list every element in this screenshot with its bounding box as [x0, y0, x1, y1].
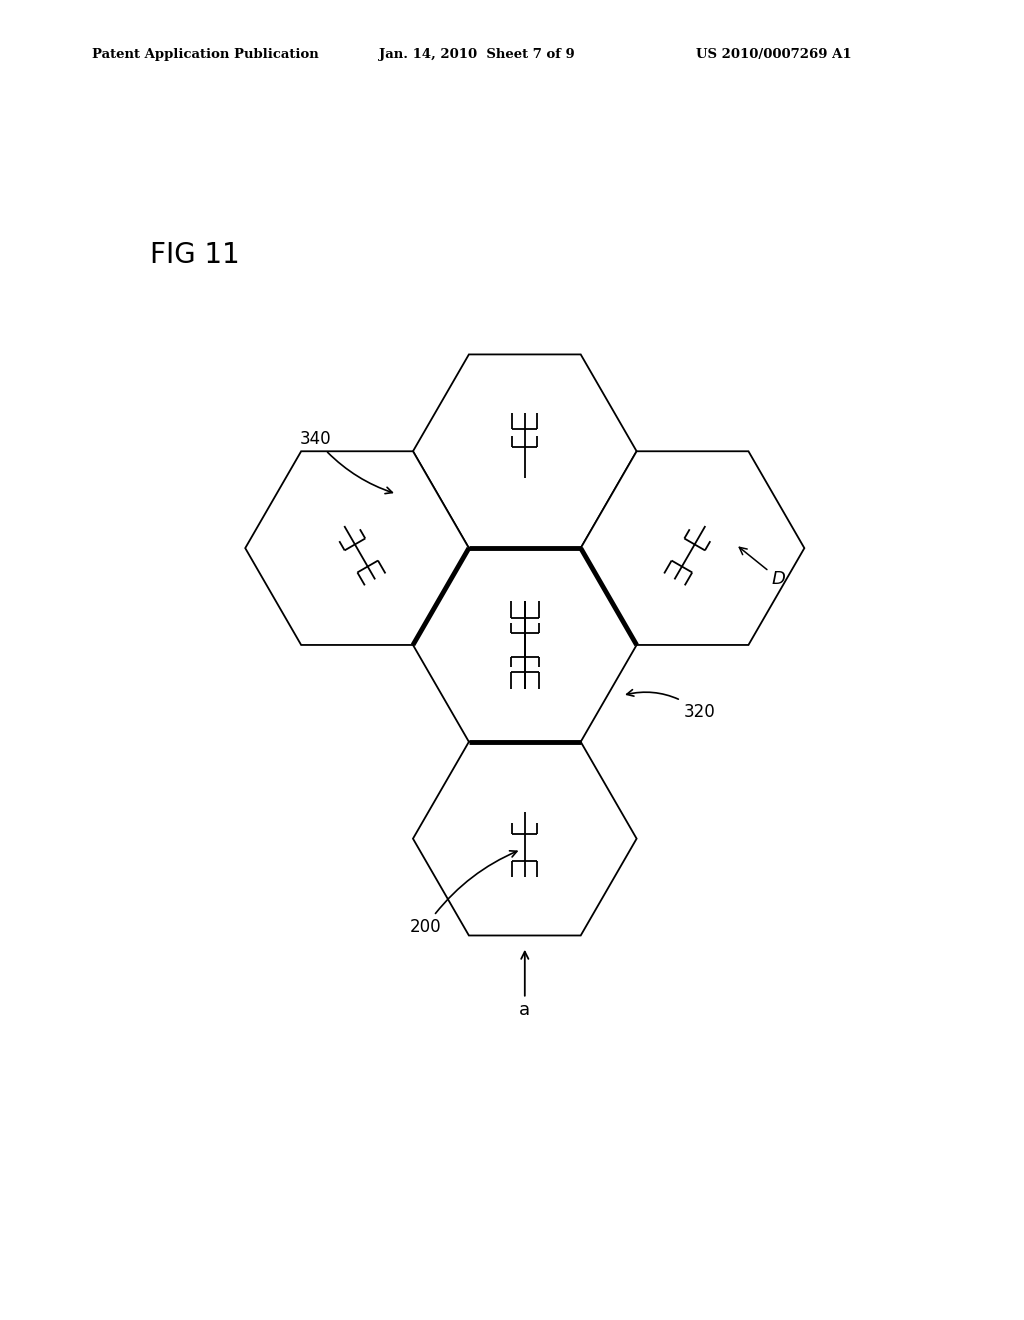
Polygon shape: [413, 355, 637, 548]
Text: a: a: [519, 952, 530, 1019]
Text: 340: 340: [299, 429, 392, 494]
Text: 320: 320: [627, 689, 716, 721]
Text: FIG 11: FIG 11: [150, 240, 240, 268]
Polygon shape: [581, 451, 805, 645]
Text: US 2010/0007269 A1: US 2010/0007269 A1: [696, 48, 852, 61]
Text: Patent Application Publication: Patent Application Publication: [92, 48, 318, 61]
Text: Jan. 14, 2010  Sheet 7 of 9: Jan. 14, 2010 Sheet 7 of 9: [379, 48, 574, 61]
Text: 200: 200: [410, 851, 517, 936]
Polygon shape: [413, 548, 637, 742]
Polygon shape: [245, 451, 469, 645]
Text: D: D: [739, 548, 785, 589]
Polygon shape: [413, 742, 637, 936]
